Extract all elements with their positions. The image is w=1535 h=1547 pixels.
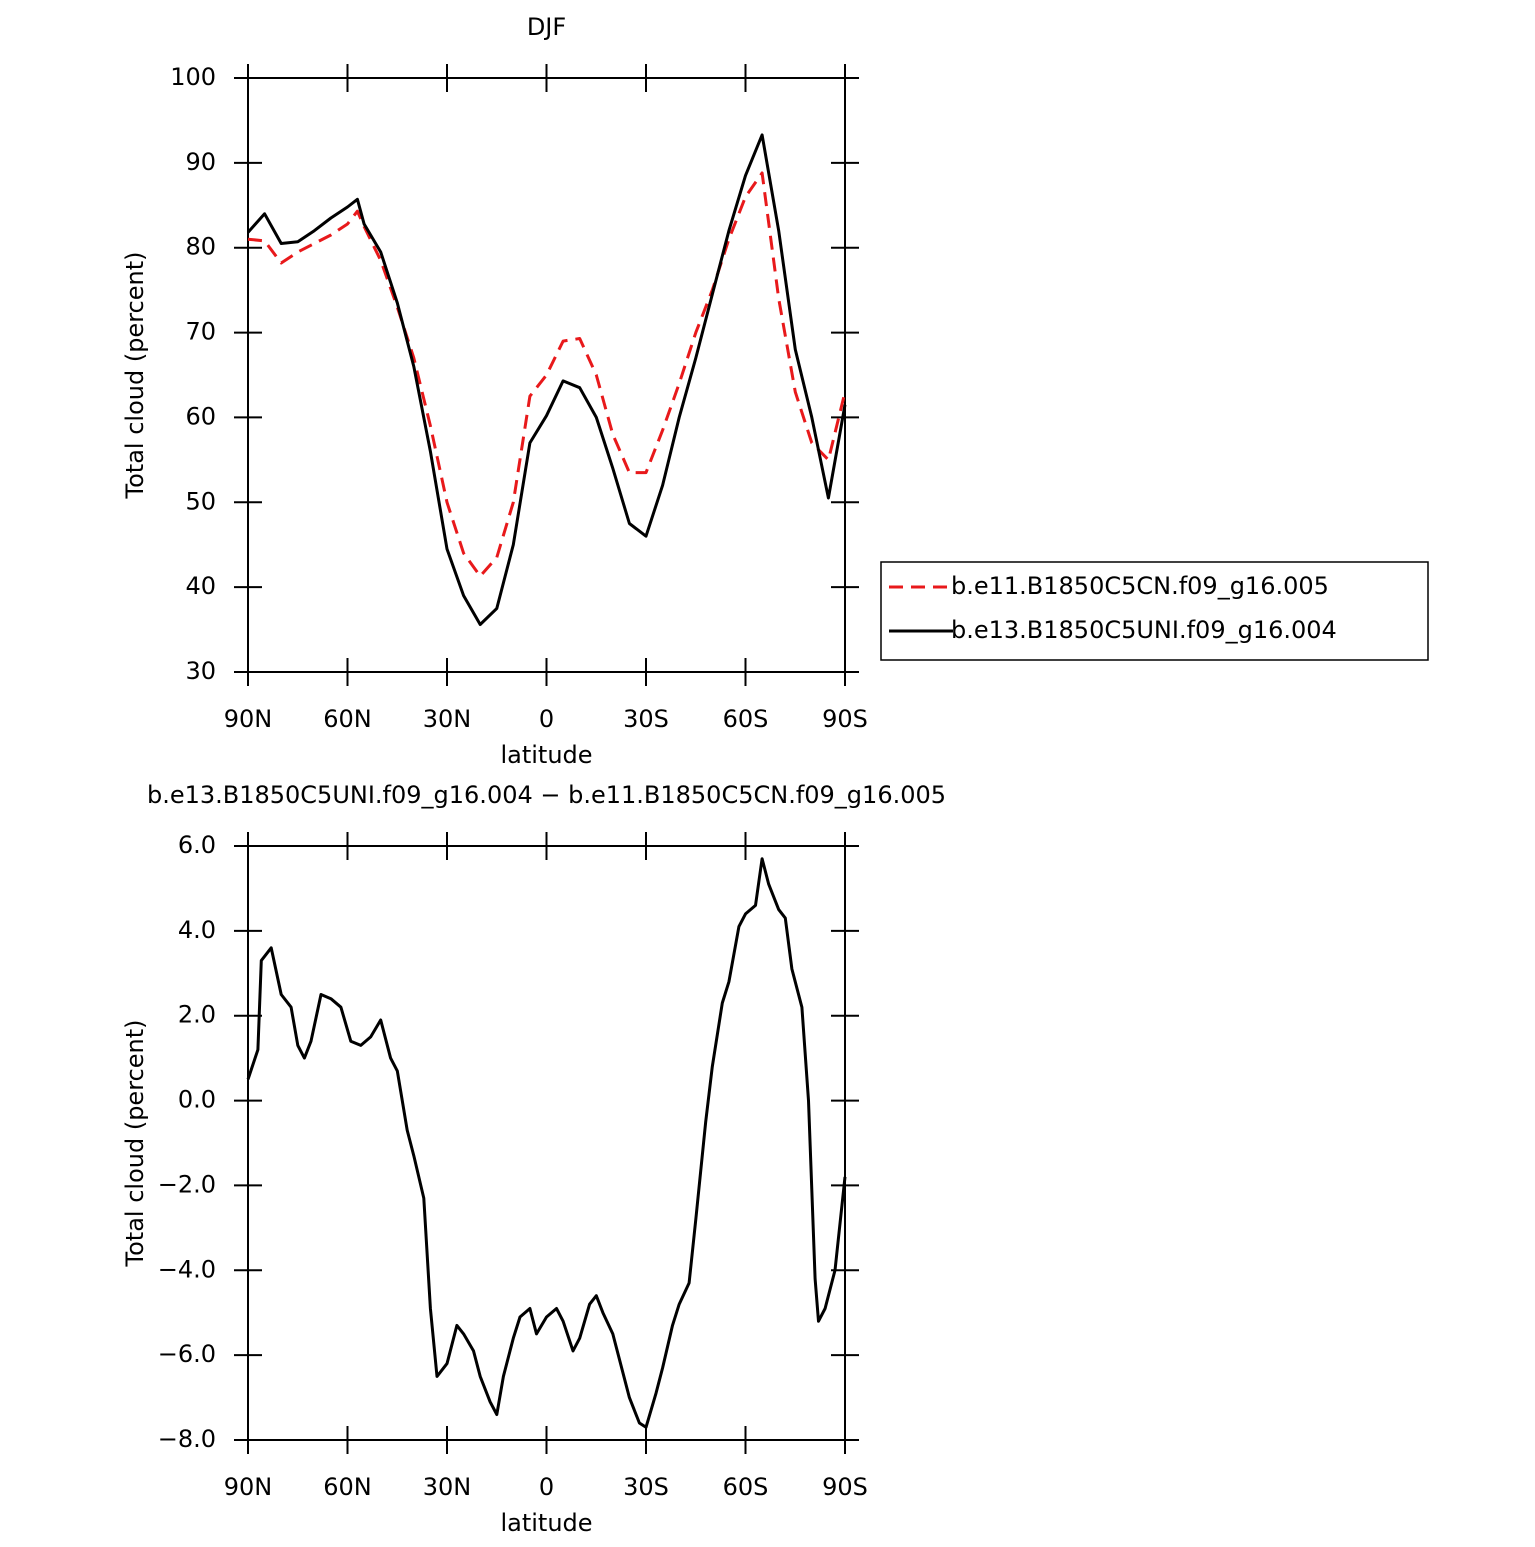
plot-frame [247, 845, 846, 1441]
chart-title: b.e13.B1850C5UNI.f09_g16.004 − b.e11.B18… [147, 781, 946, 809]
y-tick-label: 80 [185, 233, 216, 261]
y-tick-label: −2.0 [158, 1170, 216, 1198]
x-tick-label: 30N [423, 705, 472, 733]
y-tick-label: 90 [185, 148, 216, 176]
legend-box [880, 561, 1429, 661]
x-axis-label: latitude [500, 741, 592, 769]
x-tick-label: 90S [822, 705, 868, 733]
x-tick-label: 90N [224, 705, 273, 733]
data-line [247, 171, 847, 578]
y-tick-label: 40 [185, 572, 216, 600]
y-axis-label: Total cloud (percent) [121, 1020, 149, 1268]
y-tick-label: 6.0 [178, 831, 216, 859]
x-tick-label: 90N [224, 1473, 273, 1501]
x-tick-label: 0 [539, 1473, 554, 1501]
legend-label: b.e11.B1850C5CN.f09_g16.005 [951, 572, 1329, 600]
y-tick-label: 4.0 [178, 916, 216, 944]
y-tick-label: 100 [170, 63, 216, 91]
y-tick-label: 2.0 [178, 1001, 216, 1029]
y-tick-label: −6.0 [158, 1340, 216, 1368]
y-tick-label: −8.0 [158, 1425, 216, 1453]
y-tick-label: 0.0 [178, 1086, 216, 1114]
legend-label: b.e13.B1850C5UNI.f09_g16.004 [951, 616, 1337, 644]
x-tick-label: 30S [623, 705, 669, 733]
data-line [246, 133, 847, 626]
data-line [246, 857, 847, 1429]
x-tick-label: 30S [623, 1473, 669, 1501]
x-tick-label: 30N [423, 1473, 472, 1501]
x-tick-label: 60S [723, 705, 769, 733]
x-tick-label: 60N [323, 705, 372, 733]
x-tick-label: 90S [822, 1473, 868, 1501]
plot-frame [247, 77, 846, 673]
y-tick-label: 70 [185, 318, 216, 346]
x-axis-label: latitude [500, 1509, 592, 1537]
y-tick-label: 60 [185, 402, 216, 430]
x-tick-label: 0 [539, 705, 554, 733]
chart-title: DJF [527, 13, 566, 41]
y-tick-label: 50 [185, 487, 216, 515]
x-tick-label: 60S [723, 1473, 769, 1501]
y-tick-label: 30 [185, 657, 216, 685]
x-tick-label: 60N [323, 1473, 372, 1501]
y-axis-label: Total cloud (percent) [121, 252, 149, 500]
y-tick-label: −4.0 [158, 1255, 216, 1283]
